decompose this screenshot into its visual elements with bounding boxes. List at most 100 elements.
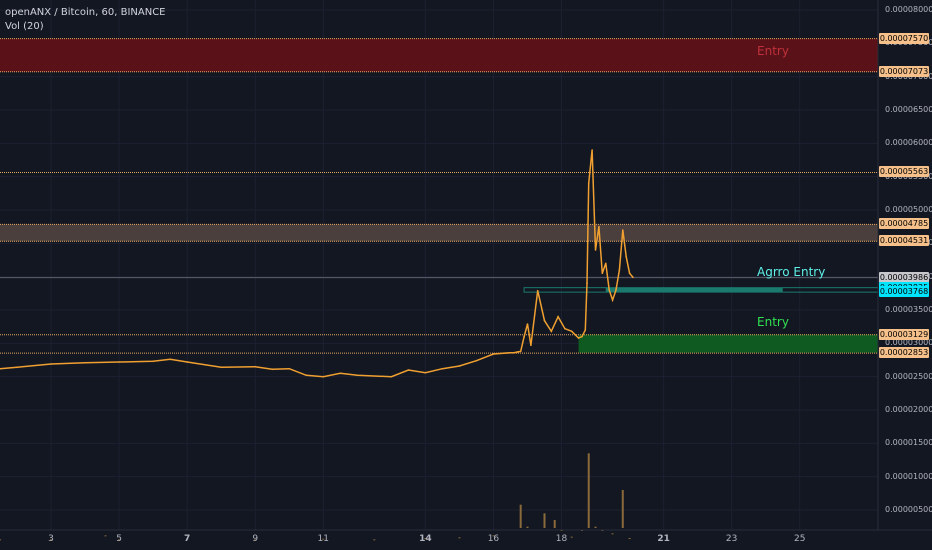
price-point [84, 361, 86, 364]
price-point [305, 374, 308, 377]
volume-bar [553, 520, 556, 528]
price-axis-label: 0.00003986 [879, 271, 929, 283]
price-point [598, 225, 600, 228]
price-point [591, 149, 593, 151]
price-point [628, 272, 631, 275]
price-point [169, 358, 171, 361]
price-point [390, 375, 393, 378]
x-tick-label: 16 [487, 534, 500, 544]
price-point [492, 353, 495, 355]
price-axis-label: 0.00004785 [879, 218, 929, 230]
green-entry-zone [578, 334, 878, 353]
y-tick-label: 0.00000500 [885, 505, 932, 514]
volume-bar [186, 538, 189, 540]
volume-bar [50, 539, 53, 541]
y-tick-label: 0.00006000 [885, 138, 932, 148]
price-point [550, 330, 553, 333]
x-tick-label: 11 [317, 534, 330, 544]
price-point [577, 337, 580, 339]
volume-bar [322, 538, 325, 540]
price-point [339, 372, 342, 375]
price-point [322, 375, 325, 378]
volume-bar [570, 536, 573, 538]
price-axis-label: 0.00007073 [879, 65, 929, 77]
price-point [618, 269, 621, 271]
price-point [608, 289, 610, 291]
y-tick-label: 0.00001000 [885, 471, 932, 481]
volume-indicator-label: Vol (20) [5, 21, 44, 32]
price-point [523, 335, 525, 338]
volume-bar [526, 526, 529, 528]
price-point [557, 315, 559, 318]
price-point [16, 366, 18, 369]
resistance-zone [0, 224, 878, 242]
price-axis-label: 0.00003129 [879, 328, 929, 340]
price-point [543, 319, 546, 322]
price-point [604, 262, 607, 265]
price-point [356, 374, 359, 377]
x-tick-label: 18 [555, 534, 568, 544]
price-point [271, 368, 274, 371]
price-line [0, 149, 634, 378]
price-point [458, 365, 461, 367]
volume-bar [0, 539, 1, 541]
symbol-title: openANX / Bitcoin, 60, BINANCE [5, 7, 166, 18]
price-point [586, 282, 588, 285]
price-axis-label: 0.00004531 [879, 235, 929, 247]
x-tick-label: 21 [657, 534, 670, 544]
x-tick-label: 25 [793, 534, 806, 544]
price-point [530, 344, 532, 347]
price-point [601, 272, 604, 275]
y-tick-label: 0.00005000 [885, 205, 932, 214]
green-zone-label: Entry [757, 315, 789, 329]
price-axis-label: 0.00007570 [879, 32, 929, 44]
agro-entry-label: Agrro Entry [757, 265, 826, 279]
volume-bar [587, 453, 590, 528]
price-axis-label: 0.00002853 [879, 347, 929, 359]
price-point [632, 276, 634, 279]
price-point [513, 351, 515, 354]
volume-bar [104, 535, 107, 537]
price-point [581, 335, 583, 338]
price-point [220, 366, 223, 369]
price-point [509, 351, 512, 354]
y-tick-label: 0.00002500 [885, 371, 932, 381]
volume-bar [621, 490, 624, 528]
price-point [186, 361, 188, 363]
price-point [625, 255, 627, 258]
y-tick-label: 0.00001500 [885, 438, 932, 448]
red-zone-label: Entry [757, 44, 789, 58]
price-point [407, 369, 410, 371]
x-tick-label: 5 [116, 534, 122, 544]
volume-bar [628, 538, 631, 539]
volume-bar [458, 537, 461, 539]
red-entry-zone [0, 38, 878, 72]
x-tick-label: 9 [252, 534, 259, 544]
price-point [424, 371, 427, 374]
volume-bar [594, 526, 597, 528]
price-point [0, 367, 1, 370]
x-tick-label: 3 [48, 534, 54, 544]
price-point [519, 350, 522, 353]
price-point [536, 289, 539, 292]
price-point [50, 363, 52, 365]
y-tick-label: 0.00006500 [885, 105, 932, 114]
x-tick-label: 23 [725, 534, 738, 544]
volume-bar [118, 539, 121, 541]
price-point [584, 329, 587, 331]
volume-bar [519, 504, 522, 528]
chart-legend: openANX / Bitcoin, 60, BINANCE Vol (20) [5, 6, 166, 34]
price-point [152, 360, 154, 363]
price-point [570, 330, 573, 333]
price-point [526, 323, 529, 325]
price-point [594, 249, 597, 251]
x-tick-label: 14 [419, 534, 432, 544]
price-point [621, 229, 624, 231]
y-tick-label: 0.00008000 [885, 5, 932, 14]
price-point [441, 367, 444, 370]
volume-bar [424, 538, 427, 539]
price-series [0, 149, 634, 378]
